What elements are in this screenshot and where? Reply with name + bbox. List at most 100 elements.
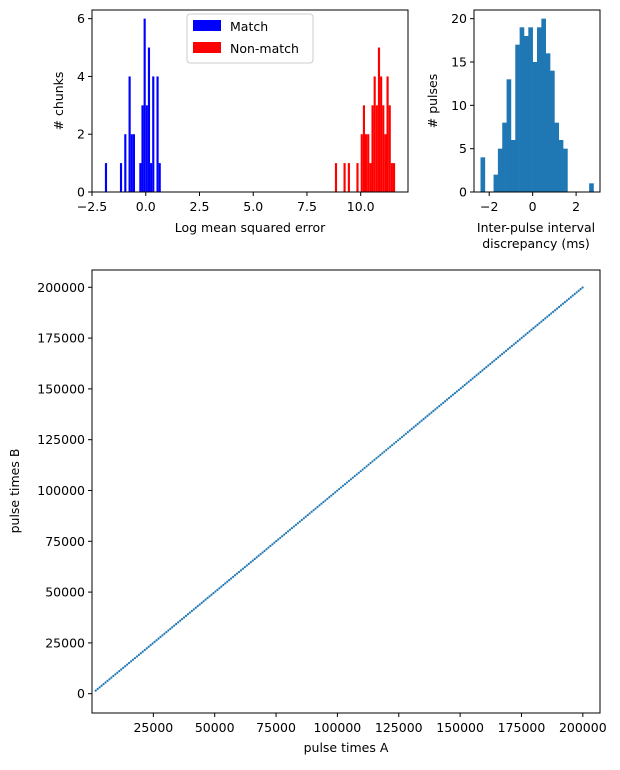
bar-non-match xyxy=(343,163,346,192)
scatter-x-tick-label: 200000 xyxy=(559,720,607,735)
mse-axes-frame xyxy=(91,9,409,193)
scatter-y-tick-label: 25000 xyxy=(45,635,85,650)
scatter-point xyxy=(544,317,547,320)
scatter-point xyxy=(581,286,584,289)
scatter-point xyxy=(100,684,103,687)
scatter-point xyxy=(540,320,543,323)
interval-bar xyxy=(550,70,555,192)
legend-label-match: Match xyxy=(230,19,268,34)
interval-bar xyxy=(480,157,486,192)
scatter-point xyxy=(310,510,313,513)
scatter-point xyxy=(279,536,282,539)
bar-match xyxy=(104,163,108,192)
scatter-point xyxy=(530,328,533,331)
bar-match xyxy=(141,105,144,192)
bar-match xyxy=(158,163,161,192)
scatter-point xyxy=(292,525,296,528)
bar-non-match xyxy=(375,105,378,192)
scatter-point xyxy=(402,434,406,437)
scatter-point xyxy=(135,655,139,658)
scatter-point xyxy=(125,663,129,666)
scatter-point xyxy=(241,567,245,570)
scatter-point xyxy=(149,644,152,647)
scatter-point xyxy=(233,574,237,577)
scatter-point xyxy=(440,403,443,406)
interval-y-tick-label: 20 xyxy=(451,11,467,26)
scatter-point xyxy=(430,411,433,414)
scatter-point xyxy=(127,661,131,665)
scatter-point xyxy=(493,359,496,362)
scatter-x-tick-label: 125000 xyxy=(375,720,423,735)
scatter-point xyxy=(290,526,294,530)
bar-non-match xyxy=(360,134,363,192)
scatter-point xyxy=(504,349,508,352)
scatter-point xyxy=(444,400,447,403)
scatter-y-axis-label: pulse times B xyxy=(7,449,22,534)
interval-axes-frame xyxy=(473,9,601,193)
scatter-point xyxy=(375,457,378,460)
scatter-point xyxy=(175,622,178,626)
bar-non-match xyxy=(367,134,370,192)
scatter-point xyxy=(208,595,211,598)
scatter-point xyxy=(308,512,311,515)
scatter-point xyxy=(177,621,180,624)
scatter-point xyxy=(263,549,266,552)
scatter-y-tick-label: 125000 xyxy=(37,432,85,447)
interval-bar xyxy=(563,148,568,192)
scatter-point xyxy=(351,476,354,479)
scatter-point xyxy=(555,307,559,310)
interval-bar xyxy=(519,27,525,193)
scatter-point xyxy=(281,535,284,538)
scatter-point xyxy=(347,479,351,483)
scatter-point xyxy=(339,486,343,489)
interval-y-ticks: 0 5 10 15 20 xyxy=(451,11,474,200)
scatter-point xyxy=(528,330,531,333)
scatter-point xyxy=(216,588,219,591)
scatter-point xyxy=(124,665,127,668)
scatter-point xyxy=(404,432,407,435)
scatter-point xyxy=(389,445,392,448)
scatter-point xyxy=(198,603,201,606)
scatter-point xyxy=(273,541,276,544)
scatter-point xyxy=(546,315,549,318)
scatter-point xyxy=(534,325,537,328)
scatter-point xyxy=(324,499,327,502)
scatter-x-tick-label: 100000 xyxy=(314,720,362,735)
interval-bar xyxy=(506,79,512,192)
mse-y-ticks: 0 2 4 6 xyxy=(77,11,92,200)
scatter-point xyxy=(408,429,411,432)
scatter-point xyxy=(345,481,349,484)
scatter-point xyxy=(283,533,286,536)
scatter-point xyxy=(334,491,337,494)
interval-x-ticks: −2 0 2 xyxy=(480,192,580,214)
bar-match xyxy=(128,76,131,192)
scatter-point xyxy=(226,580,229,583)
scatter-point xyxy=(393,442,396,445)
scatter-point xyxy=(202,600,205,603)
scatter-point xyxy=(512,343,515,346)
scatter-point xyxy=(312,509,315,512)
scatter-point xyxy=(489,362,492,365)
scatter-point xyxy=(230,577,233,580)
interval-y-axis-label: # pulses xyxy=(425,74,440,129)
bar-match xyxy=(150,163,153,192)
bar-match xyxy=(119,163,123,192)
scatter-point xyxy=(447,396,451,400)
scatter-point xyxy=(559,304,563,307)
scatter-point xyxy=(247,562,250,565)
scatter-point xyxy=(316,505,319,509)
scatter-point xyxy=(426,414,429,418)
scatter-point xyxy=(571,294,574,297)
scatter-point xyxy=(483,367,486,370)
scatter-point xyxy=(332,492,335,496)
scatter-point xyxy=(304,515,307,518)
scatter-x-tick-label: 75000 xyxy=(256,720,296,735)
scatter-point xyxy=(171,626,174,629)
scatter-point xyxy=(129,660,133,663)
scatter-point xyxy=(341,484,345,487)
scatter-point xyxy=(190,609,193,613)
scatter-point xyxy=(410,427,413,431)
scatter-point xyxy=(438,405,441,408)
scatter-point xyxy=(300,518,303,522)
